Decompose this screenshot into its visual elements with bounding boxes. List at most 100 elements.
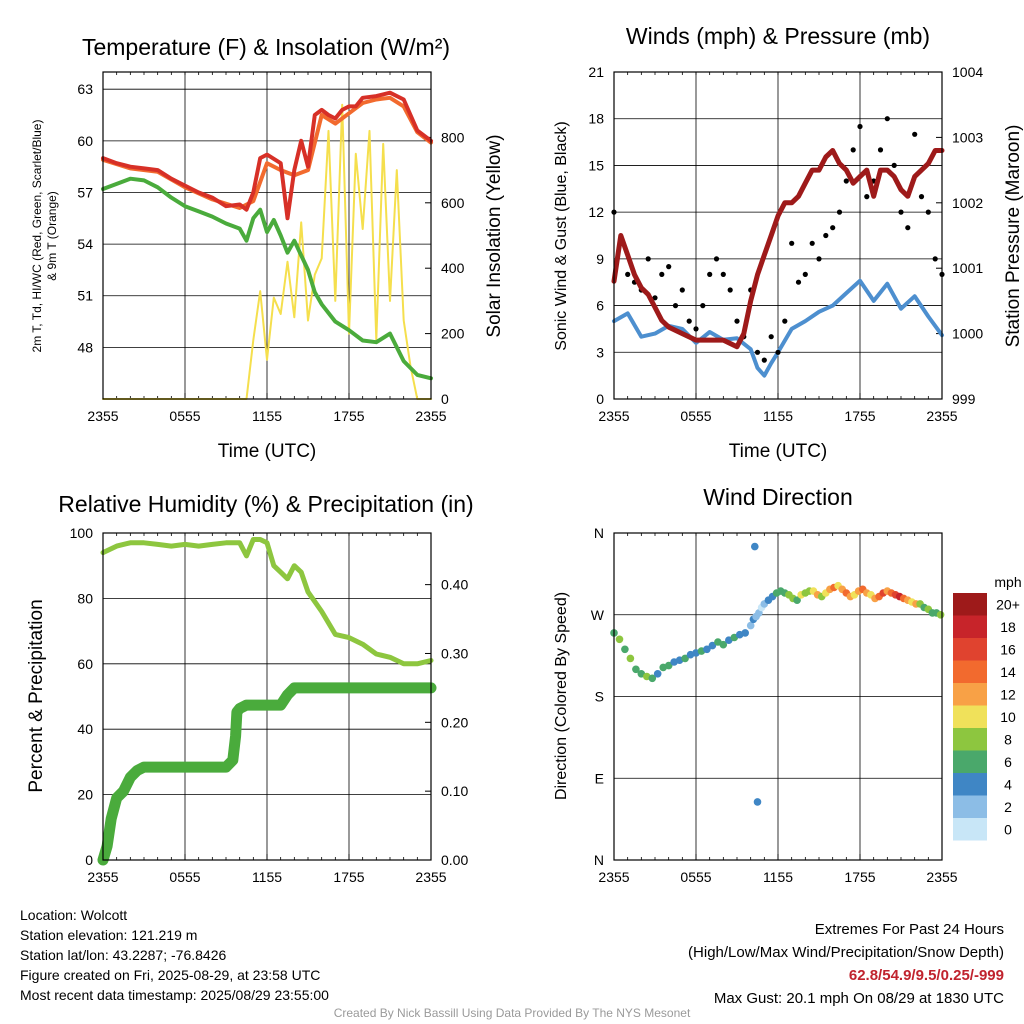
temperature-ylabel-left: 2m T, Td, HI/WC (Red, Green, Scarlet/Blu… (30, 120, 44, 353)
direction-point (703, 645, 711, 654)
gust-point (816, 256, 822, 262)
gust-point (645, 256, 651, 262)
winds-title: Winds (mph) & Pressure (mb) (626, 23, 930, 49)
winds-right-tick-label: 999 (952, 391, 976, 407)
gust-point (918, 194, 925, 200)
pressure-line (611, 148, 945, 350)
winds-y-tick-label: 3 (596, 344, 604, 360)
gust-point (823, 232, 829, 239)
gust-point (693, 326, 699, 332)
humidity-x-tick-label: 2355 (87, 869, 118, 885)
winds-y-tick-label: 0 (596, 391, 604, 407)
humidity-right-tick-label: 0.20 (441, 714, 468, 730)
gust-point (857, 123, 863, 130)
temperature-right-tick-label: 0 (441, 391, 449, 407)
dewpoint-line (101, 176, 433, 381)
credit-text: Created By Nick Bassill Using Data Provi… (333, 1006, 691, 1020)
winds-y-tick-label: 15 (588, 157, 604, 173)
gust-point (932, 256, 938, 262)
temperature-y-tick-label: 60 (77, 133, 93, 149)
legend-label: 8 (1004, 731, 1012, 747)
temperature-right-tick-label: 400 (441, 260, 465, 276)
gust-point (789, 240, 795, 246)
direction-point (719, 640, 728, 649)
legend-label: 10 (1000, 709, 1016, 725)
gust-point (925, 209, 931, 215)
gust-point (700, 303, 706, 309)
temperature-y-tick-label: 57 (77, 184, 93, 200)
temperature-x-tick-label: 2355 (415, 408, 446, 424)
winds-right-tick-label: 1001 (952, 260, 983, 276)
temperature-xlabel: Time (UTC) (218, 441, 317, 462)
humidity-right-tick-label: 0.40 (441, 577, 468, 593)
temperature-ylabel-left-2: & 9m T (Orange) (45, 191, 59, 281)
extremes-title: Extremes For Past 24 Hours (814, 921, 1004, 938)
humidity-right-tick-label: 0.10 (441, 783, 468, 799)
temperature-right-tick-label: 600 (441, 195, 465, 211)
winds-y-tick-label: 9 (596, 251, 604, 267)
max-gust-text: Max Gust: 20.1 mph On 08/29 at 1830 UTC (713, 990, 1004, 1007)
temperature-y-tick-label: 48 (77, 339, 93, 355)
gust-point (679, 287, 685, 293)
gust-point (727, 287, 733, 293)
humidity-y-tick-label: 80 (77, 590, 93, 606)
station-info: Location: Wolcott Station elevation: 121… (20, 905, 329, 1005)
gust-point (713, 256, 720, 262)
gust-point (877, 147, 884, 153)
direction-x-tick-label: 0555 (680, 869, 711, 885)
direction-point (708, 641, 717, 650)
direction-point (653, 670, 662, 678)
gust-point (707, 271, 713, 277)
winds-ylabel-left: Sonic Wind & Gust (Blue, Black) (553, 121, 570, 350)
direction-point (681, 654, 689, 663)
gust-point (891, 162, 897, 168)
direction-point (746, 621, 755, 630)
legend-swatch (953, 795, 987, 818)
gust-point (761, 357, 767, 363)
humidity-title: Relative Humidity (%) & Precipitation (i… (58, 491, 473, 517)
extremes-values: 62.8/54.9/9.5/0.25/-999 (848, 967, 1004, 984)
gust-point (659, 271, 665, 277)
winds-right-tick-label: 1003 (952, 129, 983, 145)
direction-y-tick-label: W (591, 607, 605, 623)
legend-swatch (953, 638, 987, 661)
gust-point (652, 295, 658, 301)
direction-point (753, 798, 762, 806)
extremes-info: Extremes For Past 24 Hours (High/Low/Max… (688, 918, 1004, 1010)
humidity-y-tick-label: 20 (77, 787, 93, 803)
gust-point (768, 334, 774, 340)
temperature-x-tick-label: 0555 (169, 408, 200, 424)
humidity-panel: Relative Humidity (%) & Precipitation (i… (26, 491, 474, 885)
created-text: Figure created on Fri, 2025-08-29, at 23… (20, 967, 321, 983)
winds-right-tick-label: 1002 (952, 195, 983, 211)
winds-ylabel-right: Station Pressure (Maroon) (1003, 125, 1024, 348)
winds-right-tick-label: 1004 (952, 64, 983, 80)
temperature-panel: Temperature (F) & Insolation (W/m²)2355 0… (30, 34, 505, 462)
gust-point (795, 279, 802, 285)
direction-y-tick-label: S (595, 689, 604, 705)
direction-frame (613, 532, 943, 861)
humidity-ylabel-left: Percent & Precipitation (26, 599, 47, 792)
humidity-x-tick-label: 0555 (169, 869, 200, 885)
gust-point (905, 225, 911, 231)
winds-x-tick-label: 2355 (926, 408, 957, 424)
legend-swatch (953, 728, 987, 751)
direction-x-tick-label: 2355 (926, 869, 957, 885)
temperature-y-tick-label: 54 (77, 236, 93, 252)
temperature-title: Temperature (F) & Insolation (W/m²) (82, 34, 450, 60)
temp-2m-line (101, 90, 433, 221)
humidity-y-tick-label: 0 (85, 852, 93, 868)
direction-point (793, 596, 801, 604)
direction-x-tick-label: 2355 (598, 869, 629, 885)
temperature-y-tick-label: 51 (77, 288, 93, 304)
temperature-y-tick-label: 63 (77, 81, 93, 97)
humidity-right-tick-label: 0.30 (441, 645, 468, 661)
legend-swatch (953, 818, 987, 841)
humidity-y-tick-label: 100 (70, 525, 94, 541)
temperature-x-tick-label: 1755 (333, 408, 364, 424)
gust-point (686, 318, 692, 324)
gust-point (672, 303, 679, 309)
legend-label: 20+ (996, 596, 1020, 612)
winds-x-tick-label: 1155 (763, 408, 793, 424)
